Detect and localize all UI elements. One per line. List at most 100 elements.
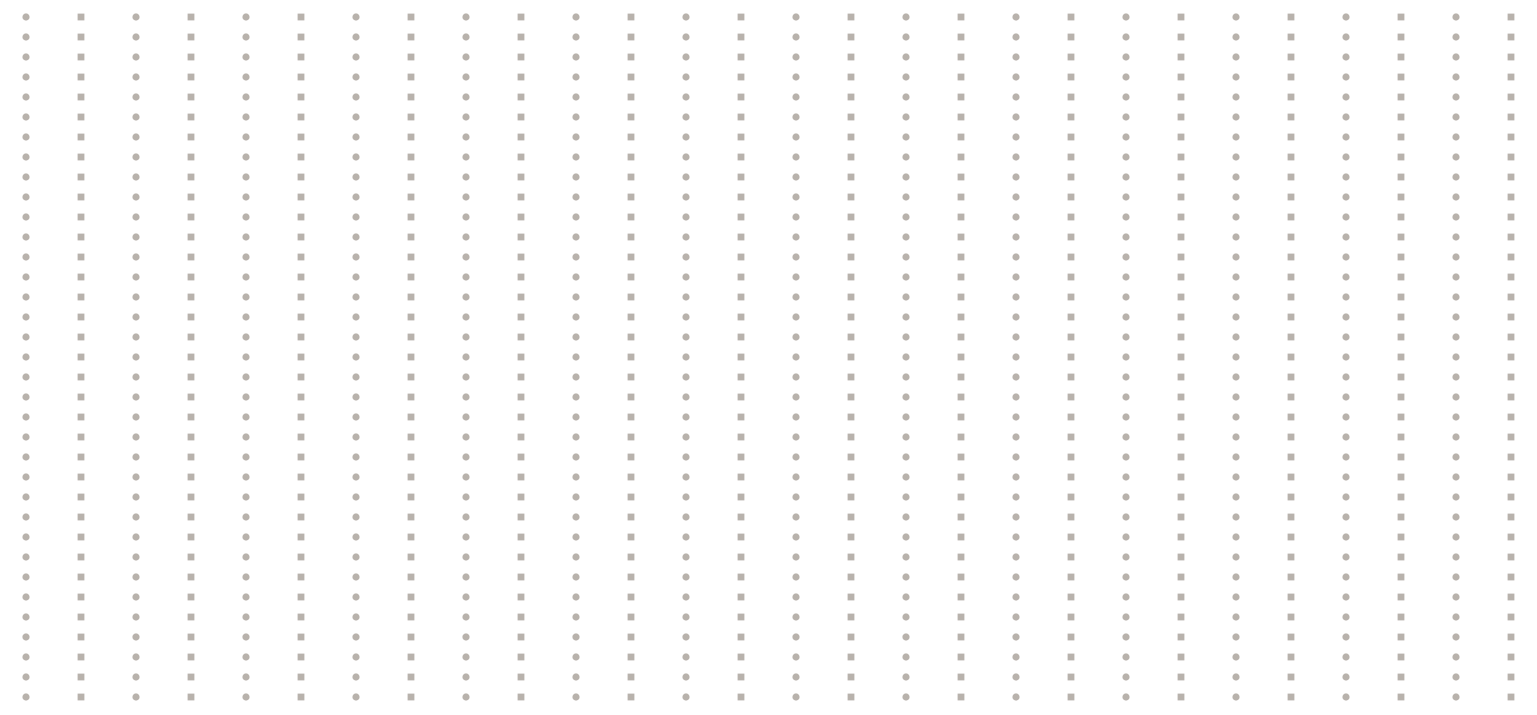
circle-dot — [1342, 553, 1350, 561]
square-dot — [77, 513, 85, 521]
square-dot — [1177, 53, 1185, 61]
circle-dot — [132, 473, 140, 481]
circle-dot — [1122, 433, 1130, 441]
square-dot — [847, 593, 855, 601]
circle-dot — [1012, 33, 1020, 41]
square-dot — [1397, 53, 1405, 61]
circle-dot — [1452, 113, 1460, 121]
circle-dot — [1122, 453, 1130, 461]
circle-dot — [1232, 433, 1240, 441]
square-dot — [847, 653, 855, 661]
circle-dot — [132, 553, 140, 561]
square-dot — [1397, 113, 1405, 121]
square-dot — [627, 413, 635, 421]
square-dot — [1067, 373, 1075, 381]
square-dot — [407, 253, 415, 261]
circle-dot — [1342, 573, 1350, 581]
circle-dot — [132, 13, 140, 21]
square-dot — [187, 513, 195, 521]
square-dot — [187, 553, 195, 561]
circle-dot — [1342, 293, 1350, 301]
square-dot — [407, 273, 415, 281]
circle-dot — [242, 533, 250, 541]
square-dot — [1507, 313, 1515, 321]
circle-dot — [792, 393, 800, 401]
square-dot — [847, 73, 855, 81]
square-dot — [187, 33, 195, 41]
circle-dot — [792, 413, 800, 421]
circle-dot — [132, 113, 140, 121]
circle-dot — [462, 593, 470, 601]
square-dot — [1287, 153, 1295, 161]
square-dot — [77, 173, 85, 181]
circle-dot — [1122, 53, 1130, 61]
square-dot — [187, 533, 195, 541]
square-dot — [737, 73, 745, 81]
circle-dot — [352, 553, 360, 561]
square-dot — [1067, 53, 1075, 61]
square-dot — [517, 13, 525, 21]
circle-dot — [682, 273, 690, 281]
circle-dot — [902, 653, 910, 661]
circle-dot — [1342, 453, 1350, 461]
circle-dot — [902, 393, 910, 401]
circle-dot — [572, 493, 580, 501]
square-dot — [297, 633, 305, 641]
circle-dot — [572, 373, 580, 381]
square-dot — [737, 253, 745, 261]
circle-dot — [1122, 133, 1130, 141]
square-dot — [187, 233, 195, 241]
circle-dot — [572, 353, 580, 361]
square-dot — [77, 53, 85, 61]
circle-dot — [1342, 593, 1350, 601]
square-dot — [1287, 53, 1295, 61]
square-dot — [1177, 153, 1185, 161]
circle-dot — [1452, 13, 1460, 21]
circle-dot — [902, 193, 910, 201]
square-dot — [627, 13, 635, 21]
square-dot — [957, 513, 965, 521]
square-dot — [737, 213, 745, 221]
circle-dot — [682, 493, 690, 501]
square-dot — [957, 273, 965, 281]
circle-dot — [22, 473, 30, 481]
square-dot — [517, 213, 525, 221]
circle-dot — [572, 253, 580, 261]
circle-dot — [132, 133, 140, 141]
circle-dot — [572, 33, 580, 41]
circle-dot — [1122, 153, 1130, 161]
square-dot — [297, 553, 305, 561]
circle-dot — [242, 293, 250, 301]
square-dot — [77, 213, 85, 221]
circle-dot — [242, 13, 250, 21]
square-dot — [1067, 193, 1075, 201]
circle-dot — [462, 613, 470, 621]
circle-dot — [1342, 73, 1350, 81]
circle-dot — [242, 633, 250, 641]
square-dot — [737, 593, 745, 601]
circle-dot — [242, 493, 250, 501]
square-dot — [1177, 413, 1185, 421]
square-dot — [407, 313, 415, 321]
circle-dot — [132, 193, 140, 201]
circle-dot — [22, 333, 30, 341]
circle-dot — [1342, 113, 1350, 121]
square-dot — [1177, 513, 1185, 521]
square-dot — [1397, 273, 1405, 281]
square-dot — [737, 373, 745, 381]
circle-dot — [132, 693, 140, 701]
square-dot — [1067, 593, 1075, 601]
circle-dot — [792, 593, 800, 601]
square-dot — [77, 373, 85, 381]
circle-dot — [352, 73, 360, 81]
circle-dot — [462, 333, 470, 341]
circle-dot — [572, 13, 580, 21]
square-dot — [627, 233, 635, 241]
square-dot — [517, 193, 525, 201]
circle-dot — [242, 173, 250, 181]
circle-dot — [902, 433, 910, 441]
circle-dot — [1122, 213, 1130, 221]
circle-dot — [902, 633, 910, 641]
square-dot — [1067, 293, 1075, 301]
circle-dot — [1012, 373, 1020, 381]
